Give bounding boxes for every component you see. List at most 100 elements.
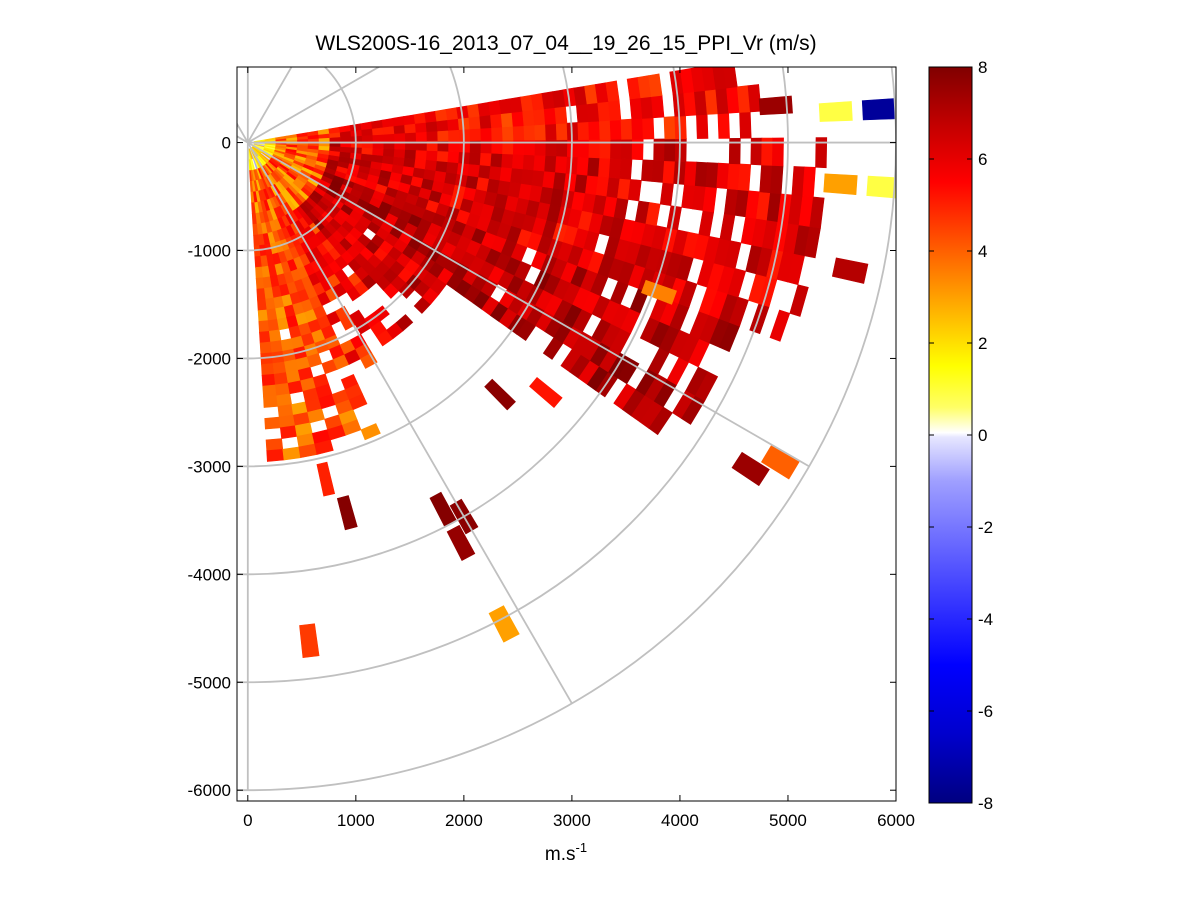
velocity-cell (631, 118, 644, 140)
velocity-cell (415, 149, 428, 161)
velocity-cell (739, 111, 752, 139)
velocity-cell (383, 133, 396, 142)
y-tick-label: -5000 (188, 673, 231, 692)
velocity-cell (392, 116, 405, 127)
y-tick-label: -3000 (188, 457, 231, 476)
velocity-cell (479, 114, 492, 129)
velocity-cell (259, 341, 273, 355)
velocity-cell (446, 524, 476, 562)
velocity-cell (701, 67, 717, 91)
y-tick-label: -6000 (188, 781, 231, 800)
velocity-cell (314, 439, 334, 455)
velocity-cell (425, 150, 439, 162)
azimuth-spoke (247, 67, 381, 144)
velocity-cell (458, 128, 471, 142)
velocity-cell (543, 107, 557, 125)
velocity-cell (394, 132, 406, 142)
velocity-cell (372, 147, 385, 156)
velocity-cell (282, 446, 301, 461)
velocity-cell (554, 106, 568, 125)
velocity-cell (434, 109, 448, 122)
velocity-cell (299, 623, 320, 659)
velocity-cell (641, 279, 677, 305)
velocity-cell (488, 605, 520, 643)
velocity-cell (866, 175, 896, 199)
velocity-cell (393, 148, 406, 159)
velocity-cell (404, 131, 417, 142)
velocity-cell (555, 122, 568, 141)
velocity-cell (577, 121, 590, 141)
velocity-cell (361, 147, 374, 155)
velocity-cell (262, 384, 278, 398)
velocity-cell (510, 167, 524, 184)
colorbar-tick-label: 8 (978, 58, 987, 77)
velocity-cell (263, 395, 279, 408)
y-axis: 0 -1000 -2000 -3000 -4000 -5000 -6000 (188, 134, 896, 800)
velocity-cell (488, 100, 502, 116)
velocity-cell (608, 99, 622, 121)
velocity-cell (424, 110, 438, 123)
colorbar-tick-label: -8 (978, 794, 993, 813)
velocity-cell (468, 115, 482, 130)
velocity-cell (478, 164, 492, 179)
velocity-cell (259, 330, 271, 344)
velocity-cell (511, 110, 525, 127)
velocity-cell (586, 102, 600, 123)
velocity-cell (261, 363, 275, 376)
velocity-cell (360, 352, 378, 369)
azimuth-spoke (237, 122, 249, 144)
velocity-cell (545, 123, 558, 141)
velocity-cell (587, 157, 601, 177)
velocity-cell (413, 112, 427, 124)
velocity-cell (555, 155, 568, 174)
velocity-cell (268, 329, 282, 343)
velocity-cell (490, 152, 503, 168)
velocity-cell (588, 120, 601, 140)
velocity-cell (257, 309, 269, 322)
velocity-cell (484, 378, 516, 411)
velocity-cell (716, 162, 730, 190)
velocity-cell (597, 101, 611, 122)
velocity-cell (491, 126, 504, 141)
velocity-cell (705, 162, 719, 189)
velocity-cell (318, 145, 331, 151)
colorbar-tick-label: -4 (978, 610, 993, 629)
x-axis: 0 1000 2000 3000 4000 5000 6000 (243, 67, 915, 830)
x-tick-label: 1000 (337, 811, 375, 830)
velocity-cell (437, 129, 450, 142)
velocity-cell (316, 461, 336, 497)
velocity-cell (266, 448, 285, 462)
x-tick-label: 4000 (661, 811, 699, 830)
velocity-cell (532, 108, 546, 126)
velocity-cell (381, 117, 395, 128)
velocity-cell (815, 137, 828, 169)
velocity-cell (576, 156, 590, 176)
velocity-cell (627, 179, 642, 202)
velocity-cell (436, 150, 449, 163)
velocity-cell (694, 161, 708, 187)
velocity-cell (737, 163, 752, 192)
velocity-cell (433, 170, 447, 183)
velocity-cell (329, 145, 341, 152)
velocity-cell (336, 495, 358, 531)
x-tick-label: 0 (243, 811, 252, 830)
y-tick-label: -2000 (188, 349, 231, 368)
velocity-cell (789, 284, 809, 317)
velocity-cell (469, 127, 482, 141)
velocity-cell (731, 451, 770, 487)
x-tick-label: 5000 (769, 811, 807, 830)
velocity-cell (809, 196, 825, 229)
velocity-cell (382, 148, 395, 157)
velocity-cell (414, 121, 428, 133)
azimuth-spoke (237, 135, 249, 144)
velocity-cell (499, 166, 513, 183)
velocity-cell (264, 416, 281, 430)
velocity-cell (265, 438, 284, 452)
velocity-cell (371, 154, 384, 164)
velocity-cell (448, 129, 460, 142)
velocity-cell (257, 298, 268, 311)
colorbar-tick-label: -2 (978, 518, 993, 537)
velocity-cell (760, 445, 800, 480)
velocity-cell (609, 119, 622, 140)
colorbar (928, 66, 973, 804)
